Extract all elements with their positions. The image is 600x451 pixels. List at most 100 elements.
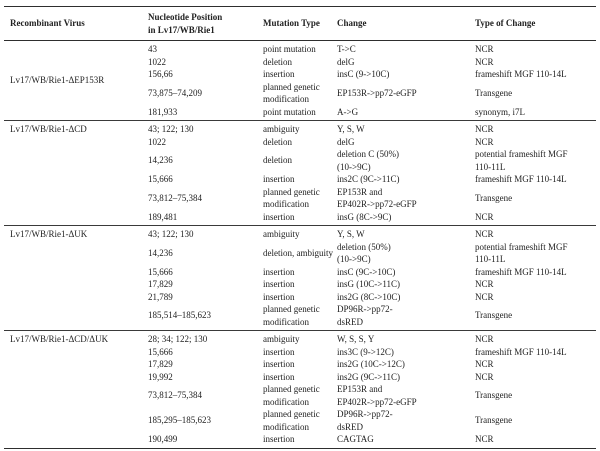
cell-position: 185,514–185,623 [148, 310, 211, 321]
table-row: 181,933 point mutation A->G synonym, i7L [148, 106, 596, 119]
table-row: 17,829 insertion ins2G (10C->12C) NCR [148, 358, 596, 371]
cell-change: delG [337, 56, 355, 67]
table-row: 43; 122; 130 ambiguity Y, S, W NCR [148, 123, 596, 136]
cell-position: 73,812–75,384 [148, 390, 202, 401]
cell-change: Y, S, W [337, 124, 365, 134]
cell-change-type: NCR [475, 371, 494, 382]
cell-change-type: NCR [475, 229, 494, 239]
cell-change: deletion (50%) (10->9C) [337, 241, 391, 265]
table-row: 14,236 deletion, ambiguity deletion (50%) … [148, 241, 596, 266]
table-row: 185,295–185,623 planned genetic modificat… [148, 408, 596, 433]
cell-mutation-type: planned genetic modification [263, 409, 320, 432]
cell-position: 43 [148, 44, 157, 54]
column-header-nucleotide-position: Nucleotide Position in Lv17/WB/Rie1 [148, 12, 223, 35]
column-header-change: Change [337, 18, 367, 29]
table-top-rule [4, 6, 596, 7]
table-body: Lv17/WB/Rie1-ΔEP153R 43 point mutation T->C… [4, 41, 596, 448]
virus-group: Lv17/WB/Rie1-ΔEP153R 43 point mutation T->C… [4, 41, 596, 120]
cell-change: EP153R->pp72-eGFP [337, 87, 417, 98]
virus-name: Lv17/WB/Rie1-ΔEP153R [10, 75, 105, 86]
cell-change: T->C [337, 44, 356, 54]
cell-position: 14,236 [148, 155, 173, 166]
cell-change: EP153R and EP402R->pp72-eGFP [337, 186, 417, 210]
cell-change: EP153R and EP402R->pp72-eGFP [337, 384, 417, 407]
cell-change-type: frameshift MGF 110-14L [475, 266, 567, 277]
cell-position: 1022 [148, 136, 166, 147]
cell-change-type: NCR [475, 136, 494, 147]
group-rows: 43; 122; 130 ambiguity Y, S, W NCR 14,236 del… [148, 228, 596, 328]
cell-change-type: frameshift MGF 110-14L [475, 346, 567, 357]
column-header-recombinant-virus: Recombinant Virus [10, 18, 85, 29]
virus-group: Lv17/WB/Rie1-ΔCD/ΔUK 28; 34; 122; 130 ambi… [4, 330, 596, 448]
table-row: 190,499 insertion CAGTAG NCR [148, 433, 596, 446]
cell-change: ins2G (8C->10C) [337, 291, 401, 302]
cell-change-type: Transgene [475, 310, 513, 321]
cell-mutation-type: ambiguity [263, 229, 300, 239]
cell-mutation-type: insertion [263, 266, 295, 277]
table-row: 73,812–75,384 planned genetic modificatio… [148, 186, 596, 211]
cell-change: insG (10C->11C) [337, 279, 400, 289]
cell-position: 181,933 [148, 106, 178, 117]
table-row: 1022 deletion delG NCR [148, 56, 596, 69]
column-header-mutation-type: Mutation Type [263, 18, 320, 29]
group-rows: 43; 122; 130 ambiguity Y, S, W NCR 1022 delet… [148, 123, 596, 223]
cell-position: 189,481 [148, 211, 178, 222]
column-header-type-of-change: Type of Change [475, 18, 536, 29]
cell-change-type: NCR [475, 334, 494, 344]
cell-mutation-type: ambiguity [263, 334, 300, 344]
cell-mutation-type: deletion [263, 155, 292, 166]
cell-change: ins2G (9C->11C) [337, 371, 400, 382]
cell-change: Y, S, W [337, 229, 365, 239]
cell-change: A->G [337, 106, 359, 117]
table-row: 15,666 insertion insC (9C->10C) frameshift … [148, 266, 596, 279]
mutation-table: Recombinant Virus Nucleotide Position in… [4, 6, 596, 449]
header-bottom-rule [4, 40, 596, 41]
cell-mutation-type: insertion [263, 211, 295, 222]
cell-mutation-type: planned genetic modification [263, 304, 320, 327]
table-row: 73,875–74,209 planned genetic modificatio… [148, 81, 596, 106]
group-rows: 28; 34; 122; 130 ambiguity W, S, S, Y NCR 15… [148, 333, 596, 446]
table-bottom-rule [4, 447, 596, 449]
table-row: 19,992 insertion ins2G (9C->11C) NCR [148, 371, 596, 384]
cell-change: insC (9->10C) [337, 69, 390, 79]
cell-position: 185,295–185,623 [148, 415, 211, 426]
cell-mutation-type: planned genetic modification [263, 81, 320, 105]
cell-mutation-type: ambiguity [263, 124, 300, 134]
table-row: 15,666 insertion ins3C (9->12C) frameshift … [148, 346, 596, 359]
cell-position: 15,666 [148, 266, 173, 277]
cell-mutation-type: planned genetic modification [263, 384, 320, 407]
cell-position: 21,789 [148, 291, 173, 302]
table-row: 15,666 insertion ins2C (9C->11C) frameshift… [148, 173, 596, 186]
cell-change-type: potential frameshift MGF 110-11L [475, 149, 568, 172]
cell-change-type: NCR [475, 291, 494, 302]
table-row: 1022 deletion delG NCR [148, 136, 596, 149]
cell-position: 43; 122; 130 [148, 229, 194, 239]
cell-change-type: NCR [475, 124, 494, 134]
cell-change-type: Transgene [475, 87, 513, 98]
cell-change: DP96R->pp72- dsRED [337, 409, 393, 432]
table-row: 73,812–75,384 planned genetic modificatio… [148, 383, 596, 408]
cell-position: 15,666 [148, 346, 173, 357]
cell-position: 43; 122; 130 [148, 124, 194, 134]
cell-position: 73,812–75,384 [148, 192, 202, 203]
group-rows: 43 point mutation T->C NCR 1022 deletion delG N… [148, 43, 596, 118]
cell-mutation-type: point mutation [263, 106, 316, 117]
cell-change: CAGTAG [337, 434, 374, 444]
cell-change: W, S, S, Y [337, 334, 375, 344]
table-row: 17,829 insertion insG (10C->11C) NCR [148, 278, 596, 291]
cell-position: 1022 [148, 56, 166, 67]
cell-mutation-type: insertion [263, 174, 295, 184]
cell-change-type: NCR [475, 359, 494, 369]
cell-change: insG (8C->9C) [337, 211, 392, 222]
cell-position: 19,992 [148, 371, 173, 382]
cell-change-type: frameshift MGF 110-14L [475, 174, 567, 184]
cell-change: ins2C (9C->11C) [337, 174, 400, 184]
cell-position: 15,666 [148, 174, 173, 184]
virus-name: Lv17/WB/Rie1-ΔCD/ΔUK [10, 334, 109, 344]
cell-mutation-type: insertion [263, 434, 295, 444]
cell-change-type: synonym, i7L [475, 106, 526, 117]
virus-group: Lv17/WB/Rie1-ΔCD 43; 122; 130 ambiguity Y, … [4, 120, 596, 225]
cell-mutation-type: insertion [263, 359, 295, 369]
table-row: 43 point mutation T->C NCR [148, 43, 596, 56]
cell-mutation-type: insertion [263, 291, 295, 302]
